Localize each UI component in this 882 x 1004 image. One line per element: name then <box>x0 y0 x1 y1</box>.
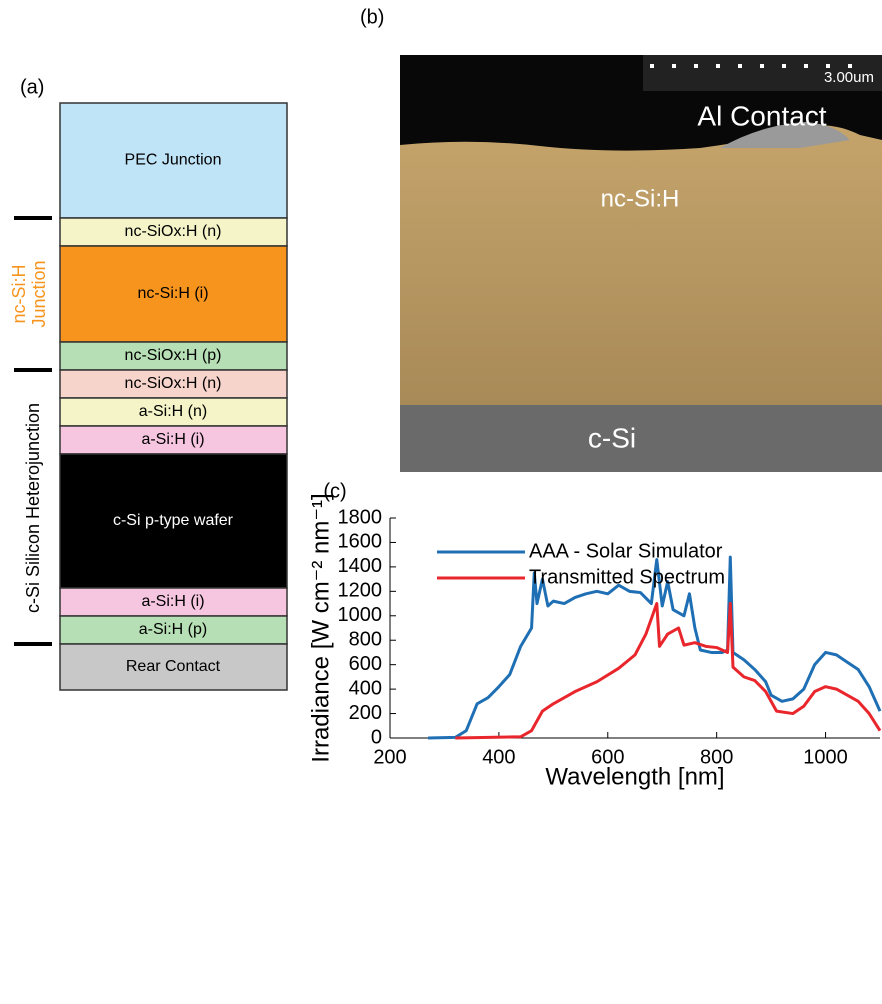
layer <box>59 102 288 219</box>
x-tick-label: 1000 <box>803 746 848 768</box>
side-markers <box>14 216 52 646</box>
layer-label: a-Si:H (n) <box>139 403 207 420</box>
sem-al <box>720 122 850 148</box>
layer-label: a-Si:H (i) <box>141 431 204 448</box>
y-axis-label: Irradiance [W cm⁻² nm⁻¹] <box>307 493 334 762</box>
side-label: c-Si Silicon Heterojunction <box>23 403 43 613</box>
layer <box>59 453 288 589</box>
y-tick-label: 1000 <box>338 604 383 626</box>
layer-label: nc-SiOx:H (n) <box>125 223 222 240</box>
layer-stack: PEC Junction nc-SiOx:H (n) nc-Si:H (i) nc-S… <box>59 102 288 691</box>
layer <box>59 587 288 617</box>
x-tick-label: 200 <box>373 746 406 768</box>
y-tick-label: 0 <box>371 726 382 748</box>
x-axis-label: Wavelength [nm] <box>545 763 724 790</box>
y-tick-label: 1200 <box>338 580 383 602</box>
sem-label: c-Si <box>588 422 636 453</box>
panel-label: (b) <box>360 6 384 28</box>
marker <box>14 216 52 220</box>
marker <box>14 368 52 372</box>
y-tick-label: 1600 <box>338 531 383 553</box>
layer <box>59 397 288 427</box>
x-tick-label: 400 <box>482 746 515 768</box>
sem-label: Al Contact <box>697 100 826 131</box>
y-tick-label: 200 <box>349 702 382 724</box>
series-line <box>455 602 882 740</box>
y-tick-label: 1400 <box>338 555 383 577</box>
y-tick-label: 600 <box>349 653 382 675</box>
layer-label: a-Si:H (p) <box>139 621 207 638</box>
marker <box>14 642 52 646</box>
layer <box>59 245 288 343</box>
layer <box>59 425 288 455</box>
layer-label: c-Si p-type wafer <box>113 512 234 529</box>
scale-box <box>643 55 882 91</box>
layer-label: Rear Contact <box>126 658 221 675</box>
layer-label: nc-Si:H (i) <box>137 285 208 302</box>
panel-label: (c) <box>323 480 346 502</box>
legend-label: Transmitted Spectrum <box>529 566 725 588</box>
y-tick-label: 400 <box>349 677 382 699</box>
layer-label: nc-SiOx:H (p) <box>125 347 222 364</box>
sem-c-si <box>400 405 882 472</box>
layer <box>59 643 288 691</box>
x-tick-label: 600 <box>591 746 624 768</box>
sem-nc-si <box>400 125 882 405</box>
scale-label: 3.00um <box>824 69 874 86</box>
layer-label: PEC Junction <box>125 152 222 169</box>
side-label: Junction <box>29 260 49 327</box>
side-label: nc-Si:H <box>9 264 29 323</box>
legend-label: AAA - Solar Simulator <box>529 540 723 562</box>
panel-label: (a) <box>20 76 44 98</box>
series-line <box>428 555 882 740</box>
sem-label: nc-Si:H <box>601 185 680 212</box>
sem-image <box>400 55 882 472</box>
x-tick-label: 800 <box>700 746 733 768</box>
y-tick-label: 1800 <box>338 506 383 528</box>
layer-label: a-Si:H (i) <box>141 593 204 610</box>
y-tick-label: 800 <box>349 629 382 651</box>
layer-label: nc-SiOx:H (n) <box>125 375 222 392</box>
layer <box>59 341 288 371</box>
